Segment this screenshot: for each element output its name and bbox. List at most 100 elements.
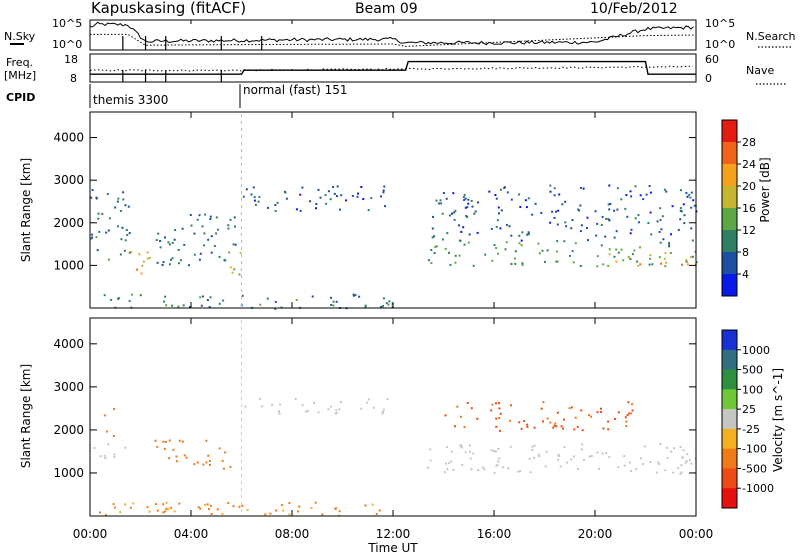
power-cell [352,293,355,296]
velocity-cell [557,453,560,456]
velocity-panel-bg [90,318,696,516]
velocity-colorbar-swatch [722,409,737,430]
power-cell [105,231,108,234]
velocity-colorbar-swatch [722,349,737,371]
noise-panel-frame [89,19,697,51]
velocity-colorbar-swatch [722,428,737,450]
power-cell [98,230,101,233]
power-cell [600,244,603,247]
velocity-cell [552,426,555,429]
power-cell [201,295,204,298]
velocity-cell [483,468,486,471]
power-cell [495,247,498,249]
power-cell [473,212,476,215]
velocity-cell [491,403,494,406]
power-cell [433,235,436,238]
velocity-cell [574,416,577,419]
power-cell [622,259,625,262]
power-cell [557,209,560,212]
velocity-cell [546,417,549,420]
power-cell [193,232,196,235]
power-y-tick-label: 3000 [53,173,84,187]
power-cell [324,194,327,197]
velocity-cell [459,444,462,447]
power-cell [680,189,682,192]
velocity-colorbar-tick-label: -25 [742,423,760,436]
power-cell [462,196,465,199]
power-cell [440,202,443,205]
velocity-cell [193,463,196,466]
power-cell [677,228,680,231]
velocity-cell [334,507,337,510]
power-cell [615,260,618,263]
power-cell [510,234,513,237]
velocity-colorbar-swatch [722,468,737,489]
power-cell [233,268,236,271]
velocity-cell [259,397,261,400]
power-cell [362,198,365,200]
power-cell [468,233,471,236]
velocity-cell [146,506,149,509]
power-cell [142,260,145,263]
power-cell [127,205,130,208]
velocity-cell [688,459,691,461]
freq-panel: Freq. [MHz] 18 8 60 0 Nave [4,53,786,85]
velocity-cell [297,510,300,513]
power-cell [556,223,559,226]
velocity-cell [221,459,224,462]
velocity-cell [495,425,498,428]
velocity-cell [172,448,175,451]
velocity-cell [232,505,235,508]
power-cell [488,190,491,193]
x-tick-label: 00:00 [73,527,108,541]
power-cell [180,259,182,262]
velocity-cell [679,445,682,448]
power-cell [600,224,603,226]
power-cell [274,204,277,206]
power-cell [494,194,497,196]
power-cell [238,273,241,276]
velocity-cell [381,412,384,415]
velocity-cell [168,457,171,460]
velocity-cell [581,448,583,451]
velocity-cell [631,403,634,406]
power-cell [388,300,391,303]
power-cell [227,227,230,230]
power-cell [546,249,549,252]
power-cell [339,208,341,211]
power-cell [616,208,619,211]
power-cell [258,196,261,199]
power-cell [613,209,616,212]
power-cell [648,185,651,187]
velocity-cell [154,503,157,506]
power-cell [665,190,668,193]
velocity-cell [306,409,309,412]
velocity-cell [576,468,579,470]
power-cell [431,236,434,239]
power-cell [634,217,637,220]
velocity-cell [313,401,316,404]
power-cell [579,204,582,207]
power-cell [662,238,665,241]
power-cell [253,196,256,199]
power-cell [651,263,654,266]
power-cell [690,206,693,209]
velocity-cell [507,467,510,470]
velocity-cell [640,457,643,460]
power-cell [128,251,131,254]
power-cell [521,262,524,265]
power-cell [254,203,257,206]
power-cell [299,193,302,196]
power-cell [571,250,574,253]
power-cell [311,295,314,298]
power-cell [136,268,139,271]
power-cell [692,199,695,202]
power-cell [659,207,662,210]
velocity-cell [113,453,116,456]
power-y-axis: 1000 2000 3000 4000 [53,131,696,272]
velocity-cell [264,513,267,516]
power-cell [510,198,513,201]
power-cell [198,214,201,217]
velocity-cell [202,463,205,466]
power-cell [604,235,607,238]
